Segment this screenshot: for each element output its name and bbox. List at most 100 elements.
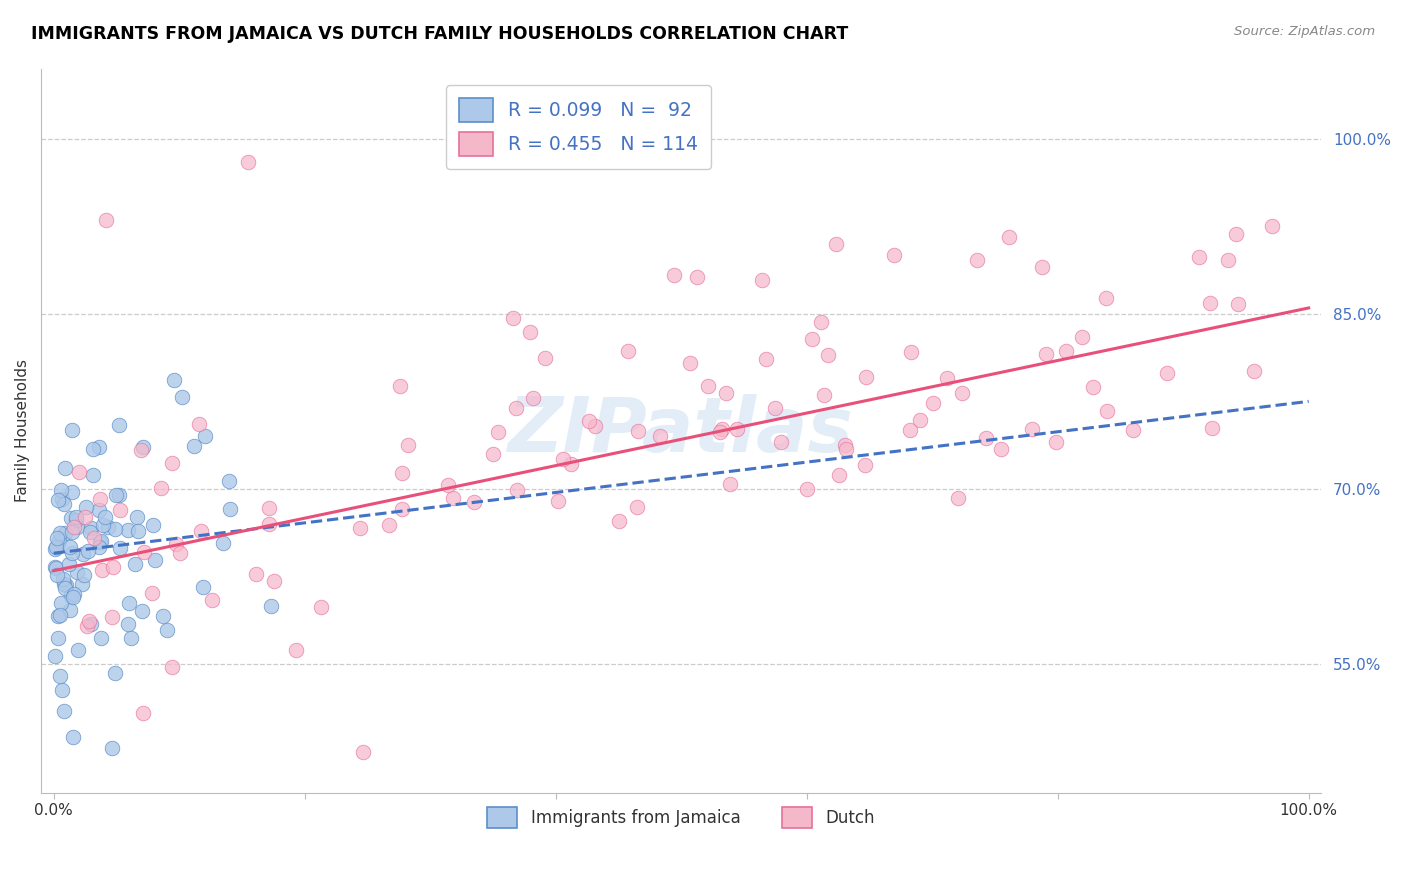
Text: IMMIGRANTS FROM JAMAICA VS DUTCH FAMILY HOUSEHOLDS CORRELATION CHART: IMMIGRANTS FROM JAMAICA VS DUTCH FAMILY …	[31, 25, 848, 43]
Point	[966, 252, 988, 267]
Point	[90, 632, 112, 646]
Point	[77, 543, 100, 558]
Point	[648, 429, 671, 443]
Point	[1031, 260, 1053, 274]
Point	[46, 493, 69, 508]
Point	[108, 541, 131, 555]
Point	[142, 518, 165, 533]
Point	[377, 518, 399, 533]
Point	[755, 351, 778, 366]
Point	[91, 518, 114, 533]
Point	[751, 273, 773, 287]
Point	[143, 553, 166, 567]
Point	[52, 572, 75, 586]
Point	[679, 357, 702, 371]
Point	[560, 457, 582, 471]
Point	[62, 546, 84, 560]
Point	[67, 465, 90, 479]
Point	[824, 236, 846, 251]
Point	[463, 494, 485, 508]
Point	[391, 466, 413, 480]
Point	[46, 567, 69, 582]
Point	[73, 510, 96, 524]
Point	[105, 488, 128, 502]
Point	[718, 476, 741, 491]
Point	[124, 557, 146, 571]
Point	[51, 483, 73, 497]
Point	[191, 580, 214, 594]
Point	[900, 345, 922, 359]
Point	[686, 270, 709, 285]
Point	[827, 467, 849, 482]
Point	[83, 531, 105, 545]
Point	[82, 442, 104, 456]
Point	[212, 536, 235, 550]
Point	[709, 425, 731, 440]
Point	[49, 526, 72, 541]
Point	[44, 649, 66, 664]
Point	[73, 567, 96, 582]
Point	[165, 537, 187, 551]
Point	[183, 439, 205, 453]
Point	[132, 544, 155, 558]
Point	[201, 592, 224, 607]
Point	[725, 422, 748, 436]
Point	[60, 485, 83, 500]
Point	[486, 425, 509, 440]
Point	[1054, 344, 1077, 359]
Point	[835, 442, 858, 456]
Point	[156, 623, 179, 637]
Point	[59, 603, 82, 617]
Point	[796, 482, 818, 496]
Point	[309, 599, 332, 614]
Point	[108, 488, 131, 502]
Point	[46, 609, 69, 624]
Point	[194, 429, 217, 443]
Point	[352, 745, 374, 759]
Point	[96, 213, 118, 227]
Point	[506, 483, 529, 498]
Point	[117, 596, 139, 610]
Point	[1243, 364, 1265, 378]
Point	[104, 666, 127, 681]
Point	[1097, 404, 1119, 418]
Point	[163, 373, 186, 387]
Point	[1187, 250, 1209, 264]
Point	[936, 371, 959, 385]
Point	[218, 474, 240, 488]
Point	[855, 370, 877, 384]
Point	[505, 401, 527, 415]
Point	[100, 610, 122, 624]
Point	[101, 559, 124, 574]
Point	[45, 561, 67, 575]
Point	[72, 548, 94, 562]
Point	[627, 425, 650, 439]
Point	[502, 311, 524, 326]
Point	[128, 524, 150, 538]
Point	[218, 502, 240, 516]
Point	[616, 344, 638, 359]
Point	[59, 511, 82, 525]
Point	[976, 431, 998, 445]
Point	[60, 423, 83, 437]
Point	[1261, 219, 1284, 233]
Point	[49, 669, 72, 683]
Point	[75, 500, 97, 515]
Point	[58, 540, 80, 554]
Point	[67, 643, 90, 657]
Point	[117, 523, 139, 537]
Point	[120, 631, 142, 645]
Point	[45, 541, 67, 555]
Point	[626, 500, 648, 515]
Point	[65, 513, 87, 527]
Point	[51, 682, 73, 697]
Point	[46, 531, 69, 545]
Point	[522, 392, 544, 406]
Point	[1156, 366, 1178, 380]
Point	[834, 438, 856, 452]
Point	[482, 447, 505, 461]
Point	[922, 396, 945, 410]
Point	[948, 491, 970, 505]
Point	[82, 468, 104, 483]
Point	[810, 315, 832, 329]
